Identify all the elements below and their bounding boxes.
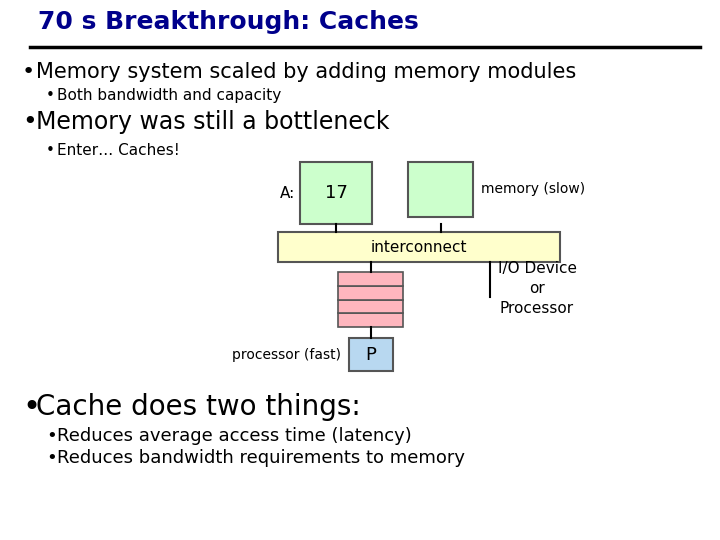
Text: •: • — [22, 110, 37, 134]
Text: •: • — [46, 88, 55, 103]
Text: 17: 17 — [325, 184, 348, 202]
Text: •: • — [46, 143, 55, 158]
Text: Memory was still a bottleneck: Memory was still a bottleneck — [36, 110, 390, 134]
Bar — [349, 338, 393, 371]
Text: Reduces average access time (latency): Reduces average access time (latency) — [57, 427, 412, 445]
Bar — [300, 162, 372, 224]
Text: Memory system scaled by adding memory modules: Memory system scaled by adding memory mo… — [36, 62, 576, 82]
Text: P: P — [366, 346, 377, 363]
Text: Enter… Caches!: Enter… Caches! — [57, 143, 180, 158]
Bar — [338, 286, 403, 300]
Text: memory (slow): memory (slow) — [481, 183, 585, 197]
Bar — [278, 232, 560, 262]
Bar — [338, 313, 403, 327]
Text: •: • — [46, 449, 57, 467]
Text: processor (fast): processor (fast) — [232, 348, 341, 361]
Text: Reduces bandwidth requirements to memory: Reduces bandwidth requirements to memory — [57, 449, 465, 467]
Text: •: • — [22, 62, 35, 82]
Text: Both bandwidth and capacity: Both bandwidth and capacity — [57, 88, 282, 103]
Bar — [408, 162, 473, 217]
Text: Cache does two things:: Cache does two things: — [36, 393, 361, 421]
Bar — [338, 272, 403, 286]
Text: A:: A: — [280, 186, 295, 200]
Text: •: • — [46, 427, 57, 445]
Text: interconnect: interconnect — [371, 240, 467, 254]
Text: 70 s Breakthrough: Caches: 70 s Breakthrough: Caches — [38, 10, 419, 34]
Bar — [338, 300, 403, 313]
Text: I/O Device
or
Processor: I/O Device or Processor — [498, 261, 577, 316]
Text: •: • — [22, 393, 40, 422]
